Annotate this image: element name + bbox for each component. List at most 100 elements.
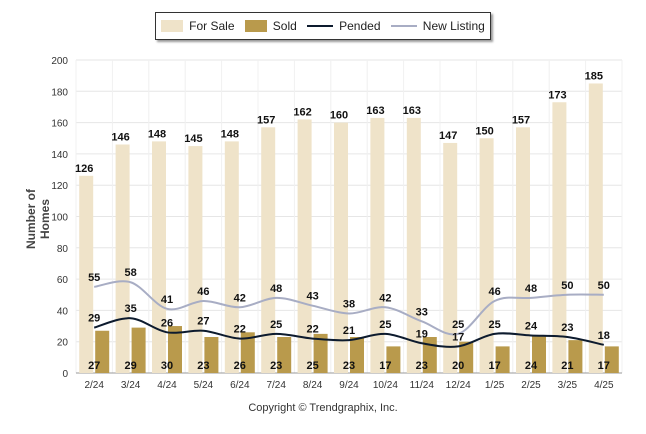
bar-sold: [459, 341, 474, 373]
data-label-for-sale: 147: [439, 130, 457, 142]
data-label-sold: 29: [124, 360, 136, 372]
legend-label-sold: Sold: [272, 19, 297, 33]
data-label-pended: 22: [234, 324, 246, 336]
bar-sold: [168, 326, 182, 373]
data-label-sold: 27: [88, 360, 100, 372]
data-label-sold: 17: [598, 360, 610, 372]
bar-for-sale: [79, 175, 94, 373]
bar-for-sale: [297, 119, 312, 373]
data-label-for-sale: 150: [475, 125, 493, 137]
legend-label-new-listing: New Listing: [422, 19, 485, 33]
legend-item-pended: Pended: [307, 19, 381, 33]
y-tick-label: 100: [51, 213, 68, 224]
legend-label-pended: Pended: [339, 19, 381, 33]
bar-for-sale: [261, 127, 276, 373]
y-tick-label: 20: [57, 338, 69, 349]
data-label-new-listing: 55: [88, 272, 100, 284]
data-label-pended: 25: [270, 319, 282, 331]
data-label-for-sale: 157: [257, 114, 275, 126]
legend-label-for-sale: For Sale: [189, 19, 235, 33]
data-label-new-listing: 42: [234, 292, 246, 304]
bar-sold: [131, 327, 146, 373]
data-label-pended: 27: [197, 316, 209, 328]
data-label-pended: 25: [379, 319, 391, 331]
data-label-sold: 24: [525, 360, 538, 372]
y-tick-label: 60: [57, 275, 69, 286]
data-label-pended: 18: [598, 330, 610, 342]
bar-for-sale: [115, 144, 130, 373]
data-label-for-sale: 185: [585, 70, 603, 82]
line-new-listing: [94, 280, 604, 336]
y-axis-label: Number of Homes: [24, 189, 52, 249]
data-label-sold: 20: [452, 360, 464, 372]
data-label-for-sale: 163: [366, 105, 384, 117]
x-tick-label: 4/25: [594, 380, 614, 391]
x-tick-label: 11/24: [410, 380, 435, 391]
x-tick-label: 12/24: [446, 380, 471, 391]
data-label-sold: 23: [416, 360, 428, 372]
data-label-new-listing: 38: [343, 299, 355, 311]
bar-sold: [313, 333, 328, 373]
data-label-for-sale: 163: [403, 105, 421, 117]
data-label-new-listing: 41: [161, 294, 173, 306]
data-label-for-sale: 160: [330, 110, 348, 122]
x-tick-label: 2/25: [521, 380, 541, 391]
bar-for-sale: [588, 83, 603, 373]
legend-swatch-sold: [244, 20, 267, 32]
data-label-for-sale: 146: [111, 132, 129, 144]
data-label-new-listing: 48: [270, 283, 282, 295]
data-label-for-sale: 126: [75, 163, 93, 175]
data-label-pended: 25: [488, 319, 500, 331]
bar-sold: [495, 346, 510, 373]
legend-swatch-new-listing: [390, 25, 417, 27]
data-label-pended: 24: [525, 320, 538, 332]
bar-for-sale: [406, 117, 421, 373]
y-tick-label: 40: [57, 306, 69, 317]
bar-sold: [240, 332, 255, 373]
data-label-new-listing: 58: [124, 267, 136, 279]
data-label-new-listing: 50: [598, 280, 610, 292]
data-label-for-sale: 173: [548, 89, 566, 101]
y-tick-label: 160: [51, 119, 68, 130]
data-label-for-sale: 148: [148, 128, 166, 140]
bar-for-sale: [152, 141, 166, 373]
x-tick-label: 3/25: [558, 380, 578, 391]
data-label-new-listing: 48: [525, 283, 537, 295]
data-label-new-listing: 43: [306, 291, 318, 303]
line-pended: [93, 317, 605, 348]
data-label-sold: 21: [561, 360, 573, 372]
bar-for-sale: [334, 122, 348, 373]
data-label-pended: 22: [306, 324, 318, 336]
x-tick-label: 5/24: [194, 380, 214, 391]
data-label-new-listing: 46: [197, 286, 209, 298]
x-tick-label: 1/25: [485, 380, 505, 391]
data-label-sold: 17: [379, 360, 391, 372]
data-label-new-listing: 42: [379, 292, 391, 304]
legend-item-sold: Sold: [244, 19, 297, 33]
data-label-pended: 29: [88, 313, 100, 325]
bar-sold: [568, 340, 583, 373]
data-label-for-sale: 148: [221, 128, 239, 140]
data-label-pended: 19: [416, 328, 428, 340]
legend: For Sale Sold Pended New Listing: [155, 12, 491, 40]
data-label-new-listing: 50: [561, 280, 573, 292]
bar-sold: [350, 337, 364, 373]
y-tick-label: 120: [51, 181, 68, 192]
bar-sold: [204, 337, 219, 373]
y-tick-label: 0: [62, 369, 68, 380]
bar-for-sale: [188, 146, 203, 373]
bar-for-sale: [224, 141, 239, 373]
legend-item-new-listing: New Listing: [390, 19, 485, 33]
data-label-pended: 23: [561, 322, 573, 334]
data-label-sold: 30: [161, 360, 173, 372]
data-label-for-sale: 162: [293, 106, 311, 118]
copyright-text: Copyright © Trendgraphix, Inc.: [248, 402, 398, 414]
bar-for-sale: [479, 138, 494, 373]
data-label-new-listing: 33: [416, 306, 428, 318]
data-label-for-sale: 145: [184, 133, 202, 145]
bar-sold: [604, 346, 619, 373]
data-label-new-listing: 25: [452, 319, 464, 331]
x-tick-label: 2/24: [84, 380, 104, 391]
y-tick-label: 180: [51, 87, 68, 98]
